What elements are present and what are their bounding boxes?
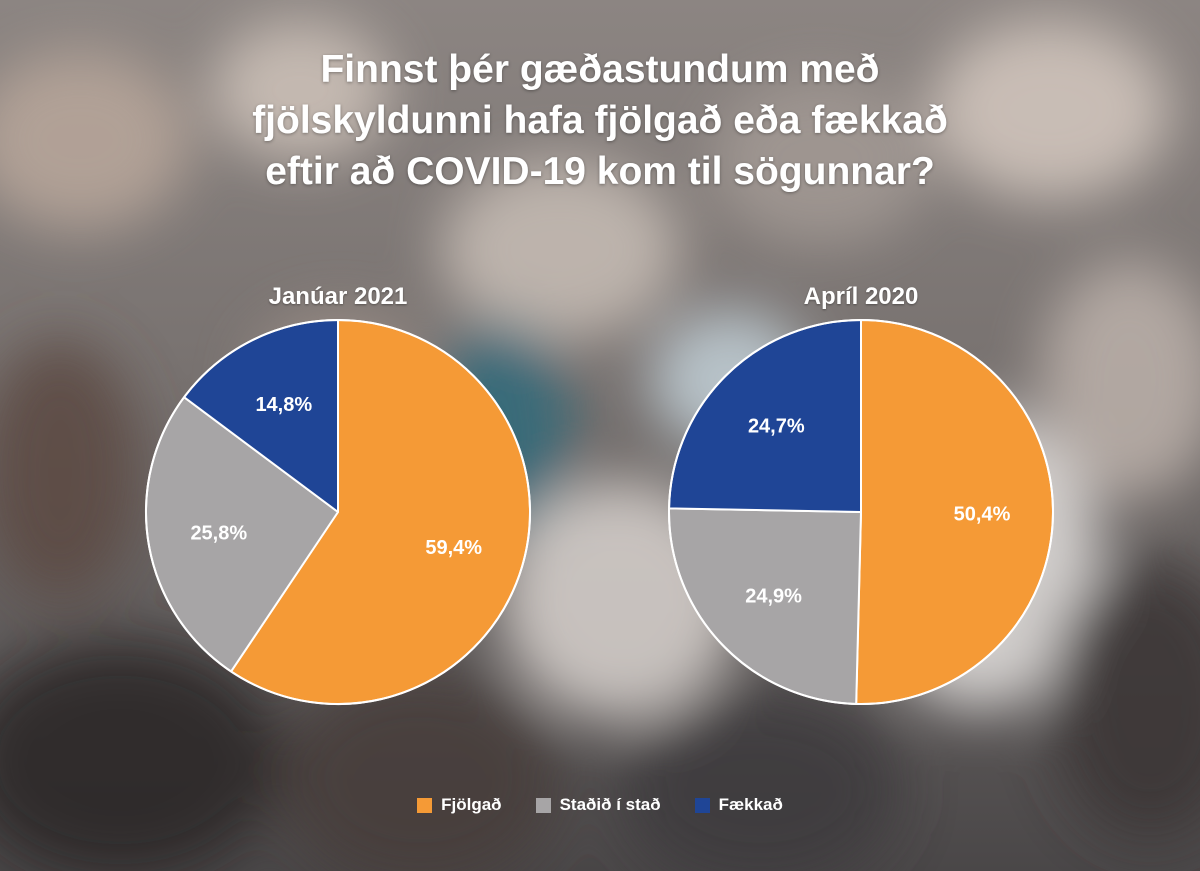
pie-title-january-2021: Janúar 2021 [268, 283, 408, 310]
pie-0-label-stadid-i-stad: 25,8% [190, 522, 247, 544]
legend-item-fjolgad: Fjölgað [417, 795, 502, 815]
legend: Fjölgað Staðið í stað Fækkað [0, 795, 1200, 815]
pie-0: 59,4% 25,8% 14,8% [145, 319, 531, 705]
legend-item-stadid-i-stad: Staðið í stað [535, 795, 661, 815]
legend-swatch-fjolgad [417, 797, 433, 813]
title-line-3: eftir að COVID-19 kom til sögunnar? [265, 150, 935, 193]
pie-0-outline [145, 319, 531, 705]
legend-label-stadid-i-stad: Staðið í stað [559, 795, 661, 814]
pie-1-outline [668, 319, 1054, 705]
legend-swatch-stadid-i-stad [535, 797, 551, 813]
legend-swatch-faekkad [694, 797, 710, 813]
pie-0-label-faekkad: 14,8% [255, 394, 312, 416]
pie-1-label-stadid-i-stad: 24,9% [745, 586, 802, 608]
legend-label-fjolgad: Fjölgað [441, 795, 502, 814]
pie-1: 50,4% 24,9% 24,7% [668, 319, 1054, 705]
pie-0-label-fjolgad: 59,4% [425, 537, 482, 559]
chart-title: Finnst þér gæðastundum með fjölskyldunni… [100, 44, 1100, 197]
legend-item-faekkad: Fækkað [694, 795, 783, 815]
pie-1-label-faekkad: 24,7% [748, 416, 805, 438]
title-line-2: fjölskyldunni hafa fjölgað eða fækkað [252, 99, 948, 142]
pie-title-april-2020: Apríl 2020 [803, 283, 919, 310]
title-line-1: Finnst þér gæðastundum með [320, 48, 880, 91]
pie-1-label-fjolgad: 50,4% [954, 504, 1011, 526]
legend-label-faekkad: Fækkað [718, 795, 783, 814]
